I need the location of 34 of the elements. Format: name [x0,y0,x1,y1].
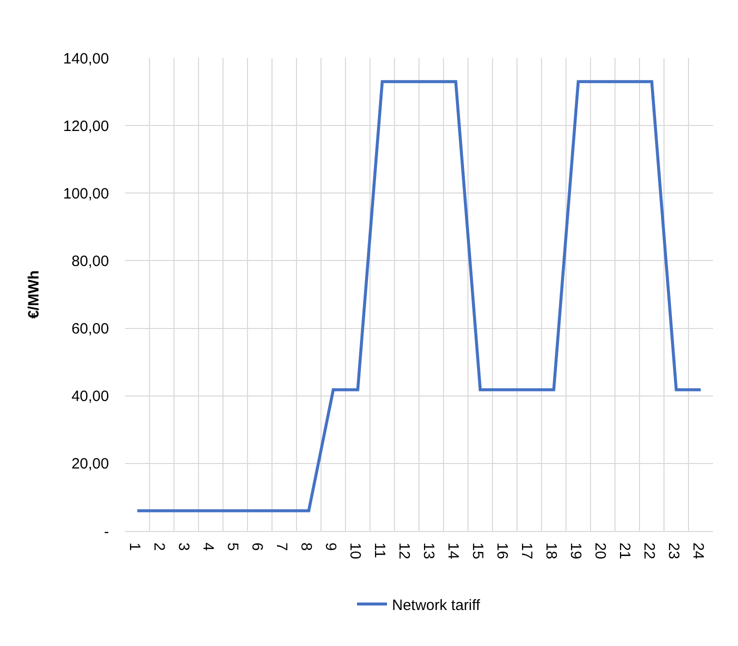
x-tick-label: 23 [664,542,682,560]
x-tick-label: 18 [542,542,560,560]
x-tick-label: 19 [566,542,584,560]
y-tick-label: 60,00 [71,320,109,338]
x-tick-label: 11 [370,542,388,558]
x-tick-label: 4 [199,542,216,551]
x-tick-label: 22 [640,542,658,560]
x-tick-label: 5 [224,542,241,551]
y-tick-label: 100,00 [63,185,109,202]
y-axis-title: €/MWh [25,270,42,319]
x-tick-label: 1 [126,542,143,551]
x-tick-label: 8 [297,542,314,551]
x-tick-label: 20 [591,542,608,560]
x-tick-label: 9 [322,542,339,551]
y-tick-label: 20,00 [71,456,109,473]
x-tick-label: 15 [468,542,486,560]
x-tick-label: 3 [174,542,192,551]
y-tick-label: 120,00 [63,118,109,135]
x-tick-label: 16 [493,542,510,560]
x-tick-label: 17 [518,542,535,560]
x-tick-label: 21 [616,542,633,560]
y-tick-label: 80,00 [71,252,109,270]
x-tick-label: 12 [395,542,412,560]
x-tick-label: 24 [689,542,706,560]
y-tick-label: - [104,523,109,540]
y-tick-label: 140,00 [63,50,109,68]
y-tick-label: 40,00 [71,388,109,406]
x-tick-label: 2 [150,542,168,551]
x-tick-label: 13 [420,542,437,560]
x-tick-label: 6 [248,542,266,551]
x-tick-label: 14 [444,542,462,560]
legend-label: Network tariff [392,596,481,614]
x-tick-label: 7 [272,542,290,551]
x-tick-label: 10 [346,542,364,560]
